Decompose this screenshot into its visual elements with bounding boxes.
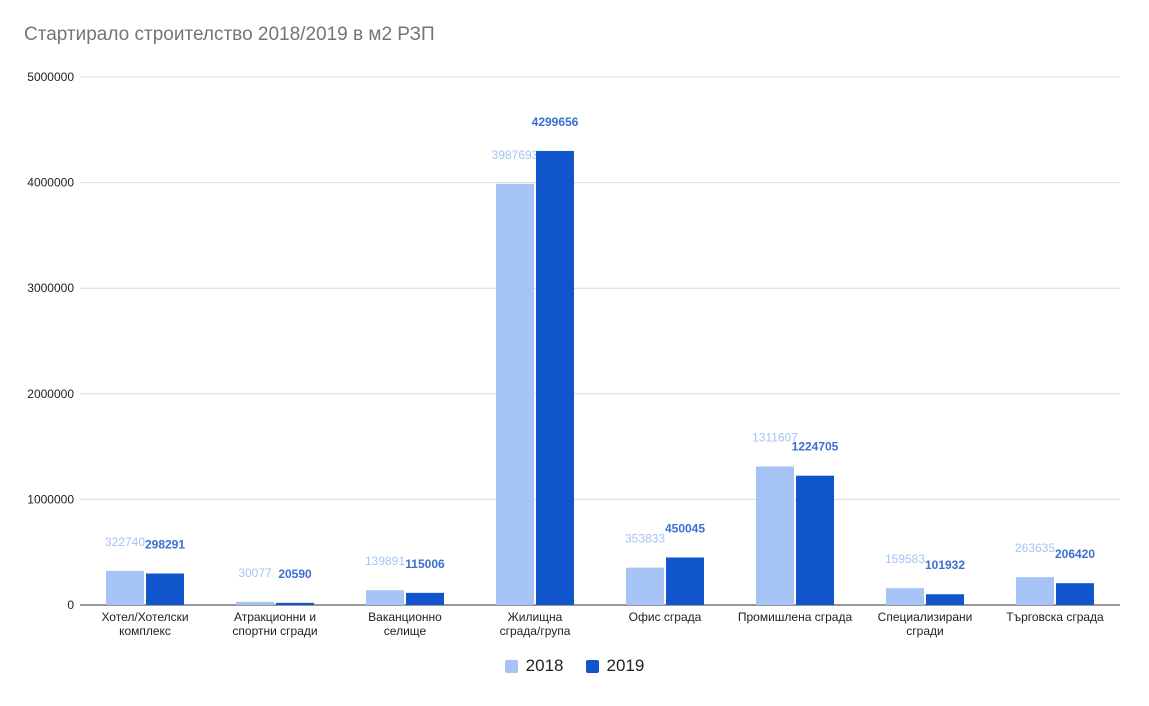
legend-swatch-2019 [585,659,599,673]
data-label-2018: 353833 [625,532,665,546]
x-tick-label: сгради [906,624,943,638]
data-label-2018: 159583 [885,552,925,566]
bar-2019 [536,150,574,605]
bar-2018 [236,601,274,605]
x-tick-label: спортни сгради [232,624,317,638]
y-tick-label: 2000000 [27,387,74,401]
data-label-2018: 139891 [365,554,405,568]
bar-2018 [626,567,664,605]
bar-2018 [756,466,794,605]
data-label-2019: 206420 [1055,547,1095,561]
bar-2018 [106,570,144,605]
legend: 2018 2019 [0,656,1149,676]
x-tick-label: сграда/група [500,624,571,638]
bar-2018 [1016,577,1054,605]
legend-label-2018: 2018 [525,656,564,675]
bar-2019 [666,557,704,605]
y-tick-label: 1000000 [27,492,74,506]
data-label-2019: 450045 [665,521,705,535]
bar-2018 [366,590,404,605]
chart-title: Стартирало строителство 2018/2019 в м2 Р… [24,24,435,45]
x-tick-label: Офис сграда [629,610,702,624]
y-tick-label: 4000000 [27,176,74,190]
legend-swatch-2018 [504,659,518,673]
x-tick-label: Хотел/Хотелски [101,610,188,624]
data-label-2018: 322740 [105,535,145,549]
x-tick-label: Ваканционно [368,610,442,624]
x-tick-label: Специализирани [878,610,973,624]
legend-item-2019[interactable]: 2019 [585,656,645,676]
data-label-2019: 1224705 [792,440,839,454]
data-label-2019: 115006 [405,557,445,571]
bar-2019 [406,592,444,605]
y-tick-label: 5000000 [27,70,74,84]
data-label-2019: 20590 [278,567,312,581]
y-tick-label: 3000000 [27,281,74,295]
bar-2018 [496,183,534,606]
bar-2019 [276,602,314,605]
x-tick-label: Атракционни и [234,610,316,624]
data-label-2019: 298291 [145,538,185,552]
bar-2019 [146,573,184,605]
x-tick-label: Жилищна [508,610,563,624]
bar-2019 [1056,583,1094,605]
data-label-2018: 263635 [1015,541,1055,555]
bar-2018 [886,588,924,605]
bar-2019 [796,475,834,605]
data-label-2018: 1311607 [752,430,798,444]
data-label-2019: 4299656 [532,115,579,129]
x-tick-label: селище [384,624,427,638]
legend-label-2019: 2019 [606,656,645,675]
data-label-2018: 30077 [238,566,272,580]
bar-2019 [926,594,964,605]
y-tick-label: 0 [67,598,74,612]
data-label-2019: 101932 [925,558,965,572]
x-tick-label: Търговска сграда [1006,610,1104,624]
x-tick-label: Промишлена сграда [738,610,853,624]
legend-item-2018[interactable]: 2018 [504,656,564,676]
x-tick-label: комплекс [119,624,171,638]
data-label-2018: 3987693 [492,148,539,162]
